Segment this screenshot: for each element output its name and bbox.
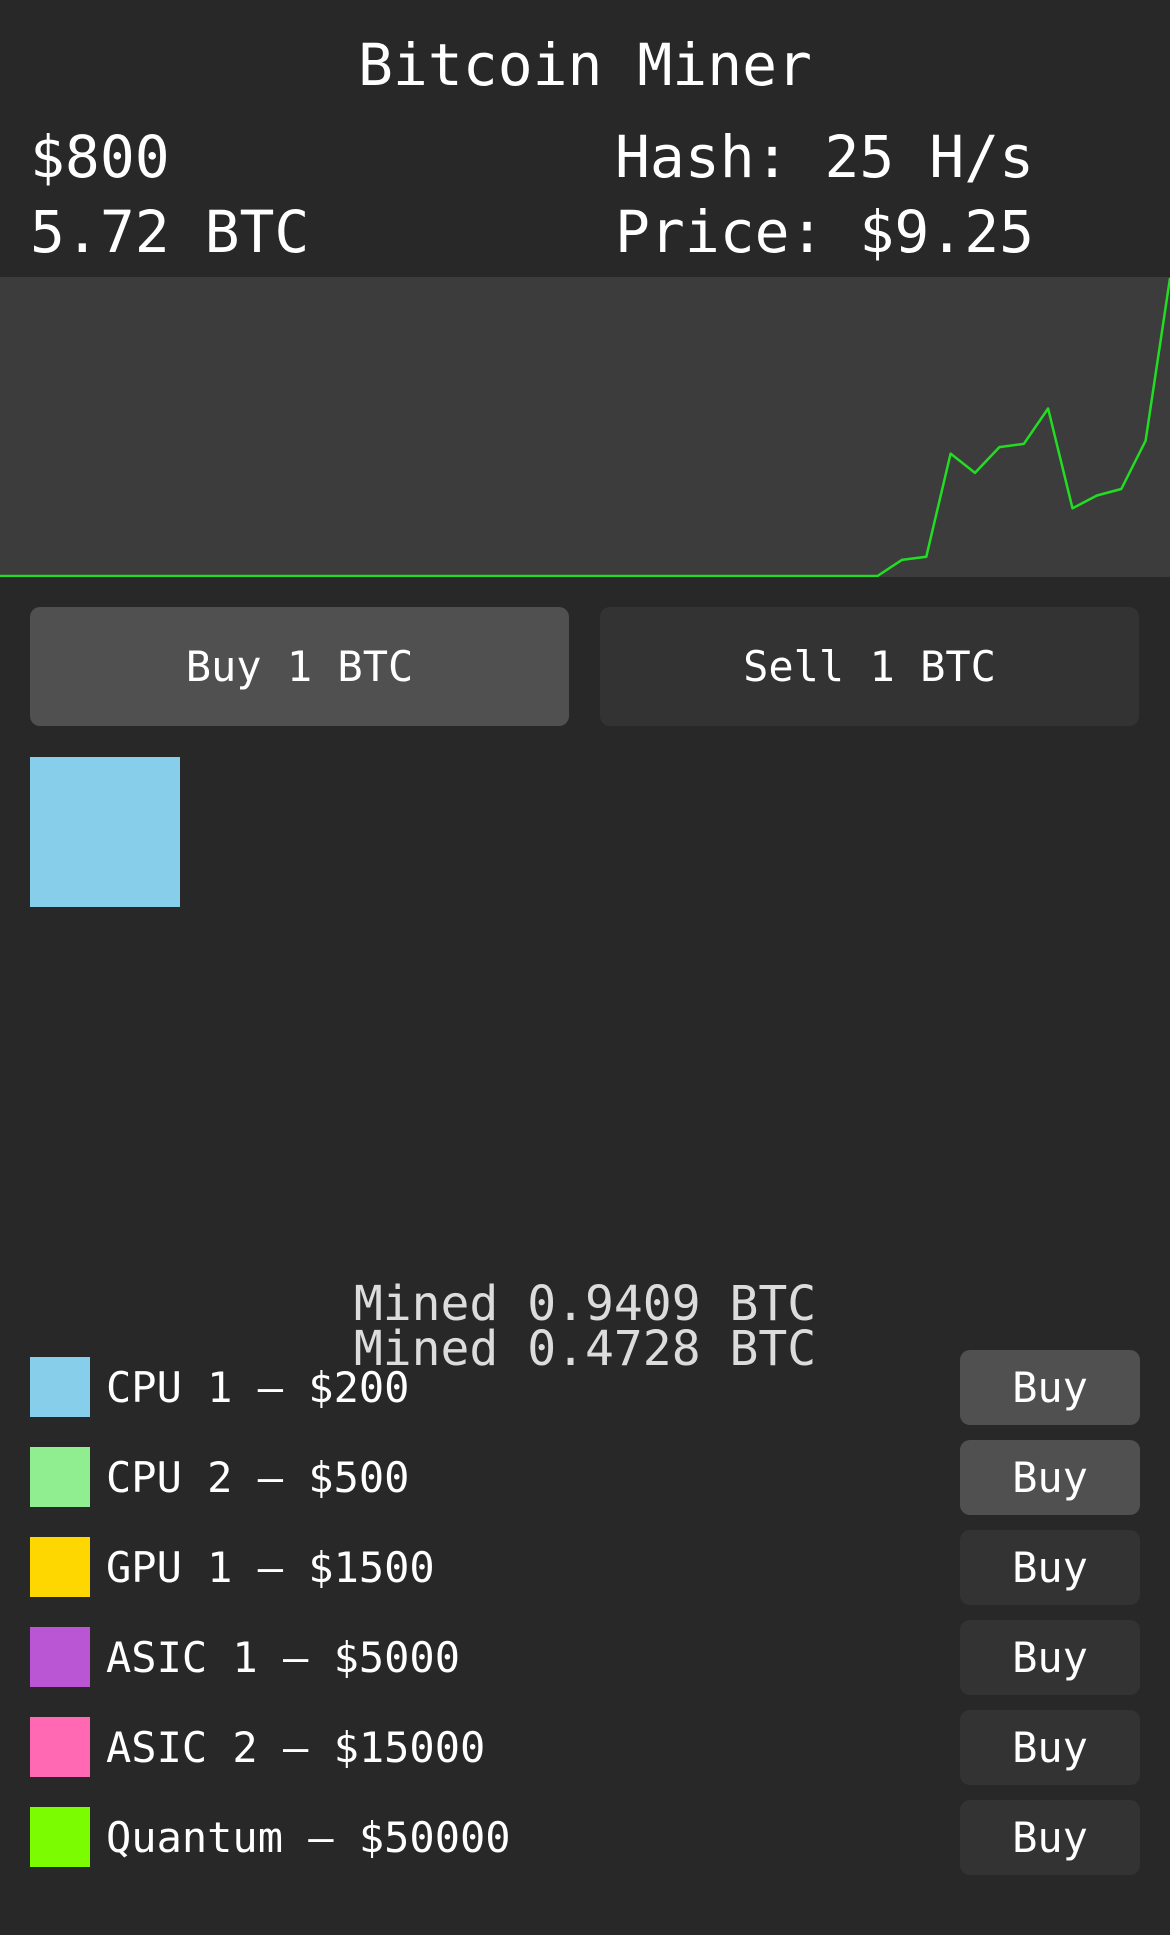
color-swatch	[30, 1537, 90, 1597]
buy-btc-button[interactable]: Buy 1 BTC	[30, 607, 569, 726]
shop-item-quantum: Quantum — $50000 Buy	[30, 1800, 1140, 1875]
color-swatch	[30, 1717, 90, 1777]
shop-item-cpu-2: CPU 2 — $500 Buy	[30, 1440, 1140, 1515]
sell-btc-button[interactable]: Sell 1 BTC	[600, 607, 1139, 726]
buy-asic-1-button[interactable]: Buy	[960, 1620, 1140, 1695]
shop-item-label: ASIC 2 — $15000	[106, 1723, 486, 1772]
buy-gpu-1-button[interactable]: Buy	[960, 1530, 1140, 1605]
color-swatch	[30, 1807, 90, 1867]
mining-log-entry: Mined 0.4728 BTC	[353, 1321, 817, 1377]
owned-miners-area	[30, 757, 1140, 1257]
color-swatch	[30, 1447, 90, 1507]
shop-item-asic-1: ASIC 1 — $5000 Buy	[30, 1620, 1140, 1695]
mining-log-entry: Mined 0.9409 BTC	[353, 1276, 817, 1332]
buy-quantum-button[interactable]: Buy	[960, 1800, 1140, 1875]
shop-item-asic-2: ASIC 2 — $15000 Buy	[30, 1710, 1140, 1785]
btc-price: Price: $9.25	[615, 198, 1035, 266]
color-swatch	[30, 1357, 90, 1417]
shop-item-label: CPU 1 — $200	[106, 1363, 410, 1412]
color-swatch	[30, 1627, 90, 1687]
shop-item-label: ASIC 1 — $5000	[106, 1633, 461, 1682]
buy-cpu-1-button[interactable]: Buy	[960, 1350, 1140, 1425]
shop-item-label: Quantum — $50000	[106, 1813, 511, 1862]
owned-miner-block	[30, 757, 180, 907]
price-chart	[0, 277, 1170, 577]
shop-item-label: CPU 2 — $500	[106, 1453, 410, 1502]
buy-asic-2-button[interactable]: Buy	[960, 1710, 1140, 1785]
shop-item-label: GPU 1 — $1500	[106, 1543, 435, 1592]
money-display: $800	[30, 123, 170, 191]
hash-rate: Hash: 25 H/s	[615, 123, 1035, 191]
btc-balance: 5.72 BTC	[30, 198, 310, 266]
shop-item-gpu-1: GPU 1 — $1500 Buy	[30, 1530, 1140, 1605]
buy-cpu-2-button[interactable]: Buy	[960, 1440, 1140, 1515]
shop-item-cpu-1: CPU 1 — $200 Buy	[30, 1350, 1140, 1425]
price-chart-svg	[0, 277, 1170, 577]
price-line	[0, 277, 1170, 577]
game-title: Bitcoin Miner	[358, 31, 812, 99]
